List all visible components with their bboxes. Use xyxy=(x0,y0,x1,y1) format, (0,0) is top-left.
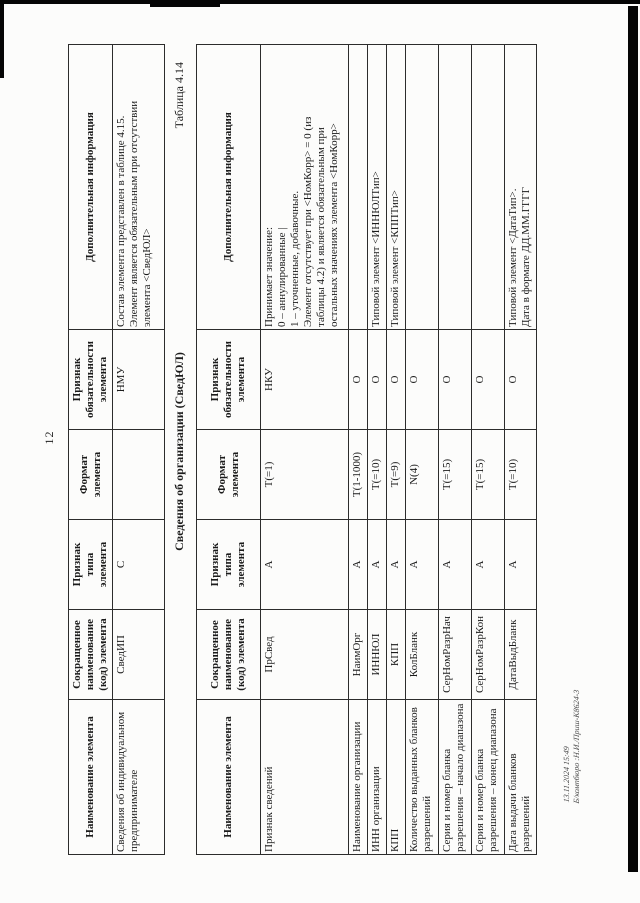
col-header-type: Признак типа элемента xyxy=(196,519,261,610)
print-stamp: 13.11.2024 15:49 Б/компбюро :Н.И./Приш-К… xyxy=(562,572,582,804)
table-row: Дата выдачи бланков разрешений ДатаВыдБл… xyxy=(504,44,537,855)
cell-type: А xyxy=(348,519,368,610)
col-header-format: Формат элемента xyxy=(196,429,261,520)
cell-name: Сведения об индивидуальном предпринимате… xyxy=(112,699,165,855)
cell-type: А xyxy=(367,519,387,610)
cell-name: Серия и номер бланка разрешения – начало… xyxy=(438,699,472,855)
cell-type: А xyxy=(504,519,537,610)
table-title: Сведения об организации (СведЮЛ) xyxy=(172,352,186,551)
cell-code: КолБланк xyxy=(405,609,439,700)
cell-extra-info xyxy=(438,44,472,330)
cell-extra-info xyxy=(348,44,368,330)
cell-obligation: О xyxy=(348,329,368,430)
cell-name: ИНН организации xyxy=(367,699,387,855)
table-row: Признак сведений ПрСвед А Т(=1) НКУ Прин… xyxy=(260,44,349,855)
table-row: Сведения об индивидуальном предпринимате… xyxy=(112,44,165,855)
cell-format: Т(1-1000) xyxy=(348,429,368,520)
cell-obligation: НКУ xyxy=(260,329,349,430)
cell-type: А xyxy=(471,519,505,610)
cell-type: А xyxy=(438,519,472,610)
cell-type: А xyxy=(405,519,439,610)
table-header-row: Наименование элемента Сокращенное наимен… xyxy=(196,44,261,855)
cell-extra-info xyxy=(405,44,439,330)
scan-artifact-left-edge xyxy=(0,0,4,78)
col-header-extra-info: Дополнительная информация xyxy=(68,44,113,330)
scan-artifact-top-blob xyxy=(150,0,220,7)
page-number: 12 xyxy=(42,430,56,445)
cell-obligation: О xyxy=(386,329,406,430)
cell-code: ПрСвед xyxy=(260,609,349,700)
cell-name: Наименование организации xyxy=(348,699,368,855)
cell-extra-info: Состав элемента представлен в таблице 4.… xyxy=(112,44,165,330)
cell-format: Т(=15) xyxy=(438,429,472,520)
cell-obligation: О xyxy=(471,329,505,430)
table-row: Наименование организации НаимОрг А Т(1-1… xyxy=(348,44,368,855)
scan-artifact-right-edge xyxy=(628,6,638,872)
cell-name: Признак сведений xyxy=(260,699,349,855)
cell-code: ДатаВыдБланк xyxy=(504,609,537,700)
cell-extra-info: Типовой элемент <ИННЮЛТип> xyxy=(367,44,387,330)
col-header-code: Сокращенное наименование (код) элемента xyxy=(68,609,113,700)
cell-code: НаимОрг xyxy=(348,609,368,700)
cell-obligation: О xyxy=(504,329,537,430)
cell-type: С xyxy=(112,519,165,610)
print-stamp-datetime: 13.11.2024 15:49 xyxy=(562,745,571,803)
table-row: ИНН организации ИННЮЛ А Т(=10) О Типовой… xyxy=(367,44,387,855)
cell-name: Дата выдачи бланков разрешений xyxy=(504,699,537,855)
cell-obligation: НМУ xyxy=(112,329,165,430)
table-row: Серия и номер бланка разрешения – конец … xyxy=(471,44,505,855)
cell-code: ИННЮЛ xyxy=(367,609,387,700)
cell-extra-info xyxy=(471,44,505,330)
cell-extra-info: Принимает значение: 0 – аннулированные |… xyxy=(260,44,349,330)
col-header-name: Наименование элемента xyxy=(68,699,113,855)
cell-name: Количество выданных бланков разрешений xyxy=(405,699,439,855)
cell-extra-info: Типовой элемент <КППТип> xyxy=(386,44,406,330)
col-header-obligation: Признак обязательности элемента xyxy=(196,329,261,430)
cell-format: Т(=9) xyxy=(386,429,406,520)
col-header-type: Признак типа элемента xyxy=(68,519,113,610)
table-svedul: Наименование элемента Сокращенное наимен… xyxy=(196,44,537,855)
cell-format: Т(=10) xyxy=(367,429,387,520)
cell-name: КПП xyxy=(386,699,406,855)
print-stamp-reference: Б/компбюро :Н.И./Приш-К8624-3 xyxy=(572,689,581,804)
scan-artifact-top-edge xyxy=(0,0,640,4)
table-svedip-continuation: Наименование элемента Сокращенное наимен… xyxy=(68,44,165,855)
cell-obligation: О xyxy=(367,329,387,430)
cell-code: СведИП xyxy=(112,609,165,700)
cell-format: N(4) xyxy=(405,429,439,520)
cell-code: КПП xyxy=(386,609,406,700)
cell-extra-info: Типовой элемент <ДатаТип>. Дата в формат… xyxy=(504,44,537,330)
col-header-obligation: Признак обязательности элемента xyxy=(68,329,113,430)
table-row: Количество выданных бланков разрешений К… xyxy=(405,44,439,855)
table-header-row: Наименование элемента Сокращенное наимен… xyxy=(68,44,113,855)
table-row: КПП КПП А Т(=9) О Типовой элемент <КППТи… xyxy=(386,44,406,855)
col-header-format: Формат элемента xyxy=(68,429,113,520)
cell-code: СерНомРазрКон xyxy=(471,609,505,700)
cell-code: СерНомРазрНач xyxy=(438,609,472,700)
cell-format: Т(=15) xyxy=(471,429,505,520)
cell-obligation: О xyxy=(405,329,439,430)
cell-name: Серия и номер бланка разрешения – конец … xyxy=(471,699,505,855)
col-header-name: Наименование элемента xyxy=(196,699,261,855)
col-header-extra-info: Дополнительная информация xyxy=(196,44,261,330)
table-row: Серия и номер бланка разрешения – начало… xyxy=(438,44,472,855)
cell-format: Т(=10) xyxy=(504,429,537,520)
col-header-code: Сокращенное наименование (код) элемента xyxy=(196,609,261,700)
cell-format xyxy=(112,429,165,520)
cell-format: Т(=1) xyxy=(260,429,349,520)
cell-type: А xyxy=(386,519,406,610)
cell-obligation: О xyxy=(438,329,472,430)
cell-type: А xyxy=(260,519,349,610)
